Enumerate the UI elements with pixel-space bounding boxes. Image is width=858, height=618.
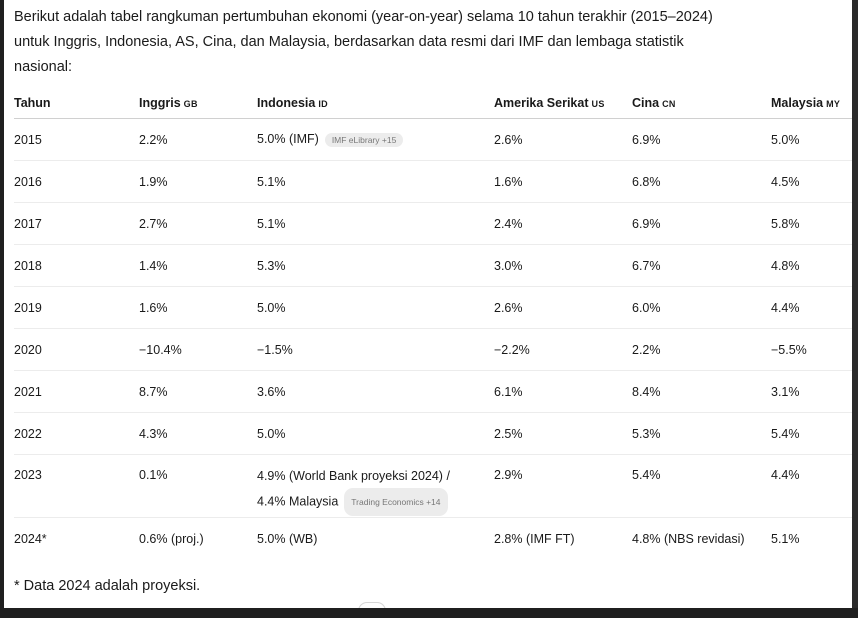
country-code-us: US [591,99,605,109]
cell-gb: 8.7% [139,370,257,413]
cell-cn: 5.3% [632,412,771,455]
cell-gb: 0.6% (proj.) [139,531,204,546]
table-row: 2015 2.2% 5.0% (IMF) IMF eLibrary +15 2.6… [14,118,852,161]
cell-gb: 0.1% [139,454,257,518]
cell-id: 4.9% (World Bank proyeksi 2024) / 4.4% M… [257,454,494,518]
source-chip-imf-elibrary[interactable]: IMF eLibrary +15 [324,132,404,147]
header-china: Cina CN [632,88,771,119]
bottom-bar [0,608,858,618]
cell-cn: 4.8% (NBS revidasi) [632,531,745,546]
cell-my: 5.0% [771,118,852,161]
cell-cn: 6.9% [632,118,771,161]
cell-us: −2.2% [494,328,632,371]
cell-gb: 1.9% [139,160,257,203]
cell-id: 5.0% (WB) [257,531,318,546]
table-row: 2021 8.7% 3.6% 6.1% 8.4% 3.1% [14,370,852,413]
intro-line-1: Berikut adalah tabel rangkuman pertumbuh… [14,9,713,25]
cell-cn: 5.4% [632,454,771,518]
cell-id: −1.5% [257,328,494,371]
country-code-id: ID [318,99,328,109]
table-header-row: Tahun Inggris GB Indonesia ID Amerika Seri… [14,88,852,119]
cell-cn: 6.0% [632,286,771,329]
cell-year: 2017 [14,202,139,245]
header-year: Tahun [14,88,139,119]
cell-us: 2.6% [494,286,632,329]
intro-paragraph: Berikut adalah tabel rangkuman pertumbuh… [14,5,794,80]
cell-us: 1.6% [494,160,632,203]
cell-gb: 4.3% [139,412,257,455]
cell-id-line-1: 4.9% (World Bank proyeksi 2024) / [257,469,450,483]
cell-us: 2.4% [494,202,632,245]
intro-line-3: nasional: [14,59,73,75]
cell-year: 2023 [14,454,139,518]
cell-year: 2015 [14,118,139,161]
table-row: 2024* 0.6% (proj.) 5.0% (WB) 2.8% (IMF F… [14,518,852,560]
cell-gb: −10.4% [139,328,257,371]
cell-id: 5.3% [257,244,494,287]
cell-year: 2020 [14,328,139,371]
table-row: 2023 0.1% 4.9% (World Bank proyeksi 2024… [14,454,852,518]
cell-my: 5.4% [771,412,852,455]
table-row: 2016 1.9% 5.1% 1.6% 6.8% 4.5% [14,160,852,203]
cell-us: 3.0% [494,244,632,287]
table-row: 2019 1.6% 5.0% 2.6% 6.0% 4.4% [14,286,852,329]
cell-us: 2.8% (IMF FT) [494,531,575,546]
country-code-cn: CN [662,99,676,109]
cell-my: 5.8% [771,202,852,245]
cell-id: 5.0% (IMF) IMF eLibrary +15 [257,118,494,161]
response-panel: Berikut adalah tabel rangkuman pertumbuh… [4,0,852,611]
cell-gb: 1.6% [139,286,257,329]
header-uk: Inggris GB [139,88,257,119]
table-row: 2022 4.3% 5.0% 2.5% 5.3% 5.4% [14,412,852,455]
cell-us: 2.6% [494,118,632,161]
cell-my: −5.5% [771,328,852,371]
table-row: 2018 1.4% 5.3% 3.0% 6.7% 4.8% [14,244,852,287]
cell-id: 3.6% [257,370,494,413]
header-indonesia: Indonesia ID [257,88,494,119]
cell-gb: 2.7% [139,202,257,245]
cell-my: 4.8% [771,244,852,287]
cell-year: 2016 [14,160,139,203]
cell-us: 2.9% [494,454,632,518]
header-usa: Amerika Serikat US [494,88,632,119]
cell-us: 2.5% [494,412,632,455]
cell-id: 5.0% [257,286,494,329]
cell-year: 2021 [14,370,139,413]
cell-id-line-2: 4.4% Malaysia Trading Economics +14 [257,488,494,516]
cell-year: 2022 [14,412,139,455]
cell-us: 6.1% [494,370,632,413]
country-code-my: MY [826,99,841,109]
table-row: 2020 −10.4% −1.5% −2.2% 2.2% −5.5% [14,328,852,371]
cell-my: 4.5% [771,160,852,203]
cell-cn: 2.2% [632,328,771,371]
cell-year: 2024* [14,531,47,546]
cell-year: 2019 [14,286,139,329]
cell-my: 4.4% [771,454,852,518]
cell-cn: 6.8% [632,160,771,203]
cell-my: 4.4% [771,286,852,329]
cell-gb: 2.2% [139,118,257,161]
gdp-growth-table: Tahun Inggris GB Indonesia ID Amerika Seri… [14,88,852,559]
cell-cn: 8.4% [632,370,771,413]
window-edge [852,0,858,618]
table-row: 2017 2.7% 5.1% 2.4% 6.9% 5.8% [14,202,852,245]
header-malaysia: Malaysia MY [771,88,852,119]
cell-my: 3.1% [771,370,852,413]
cell-my: 5.1% [771,531,800,546]
cell-id: 5.1% [257,202,494,245]
intro-line-2: untuk Inggris, Indonesia, AS, Cina, dan … [14,34,684,50]
cell-cn: 6.9% [632,202,771,245]
cell-year: 2018 [14,244,139,287]
footnote: * Data 2024 adalah proyeksi. [14,578,201,594]
cell-id: 5.1% [257,160,494,203]
source-chip-trading-economics[interactable]: Trading Economics +14 [344,488,448,516]
cell-cn: 6.7% [632,244,771,287]
cell-gb: 1.4% [139,244,257,287]
cell-id: 5.0% [257,412,494,455]
country-code-gb: GB [183,99,198,109]
